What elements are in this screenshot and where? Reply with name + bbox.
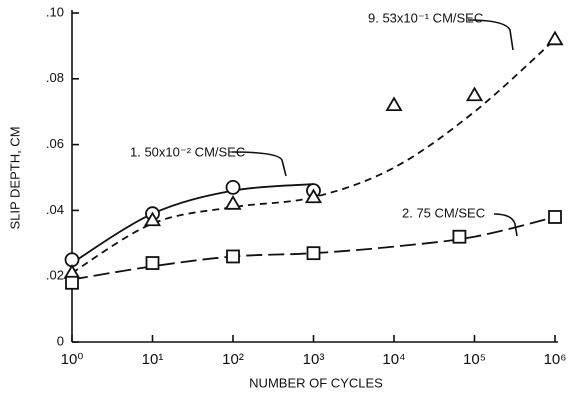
x-tick-label: 10⁰ (61, 351, 84, 368)
data-point (143, 211, 162, 227)
data-point (548, 210, 562, 224)
data-point (546, 30, 564, 46)
x-tick-label: 10¹ (142, 351, 164, 368)
annotation: 9. 53x10⁻¹ CM/SEC (368, 10, 483, 25)
data-point (304, 188, 323, 204)
data-point (306, 246, 321, 261)
x-tick-label: 10⁴ (382, 351, 405, 368)
x-tick-label: 10⁵ (463, 351, 486, 368)
x-tick-label: 10⁶ (544, 351, 567, 368)
data-point (226, 249, 240, 264)
data-point (224, 195, 242, 210)
annotation: 2. 75 CM/SEC (402, 205, 485, 220)
y-axis-label: SLIP DEPTH, CM (7, 126, 22, 229)
leader-line (493, 213, 518, 237)
data-point (465, 86, 484, 102)
data-point (452, 229, 467, 244)
data-point (225, 179, 241, 195)
y-tick-label: 0 (57, 333, 64, 348)
annotation: 1. 50x10⁻² CM/SEC (130, 144, 245, 159)
y-tick-label: .06 (46, 136, 64, 151)
leader-line (231, 151, 287, 177)
x-tick-label: 10² (222, 351, 244, 368)
x-axis-label: NUMBER OF CYCLES (249, 375, 383, 390)
x-tick-label: 10³ (303, 351, 325, 368)
fit-curve (71, 183, 314, 264)
y-tick-label: .10 (46, 4, 64, 19)
data-point (145, 256, 160, 270)
y-tick-label: .02 (46, 268, 64, 283)
leader-line (467, 19, 514, 51)
y-tick-label: .08 (46, 70, 64, 85)
data-point (65, 275, 79, 290)
y-tick-label: .04 (46, 202, 64, 217)
data-point (385, 96, 403, 112)
